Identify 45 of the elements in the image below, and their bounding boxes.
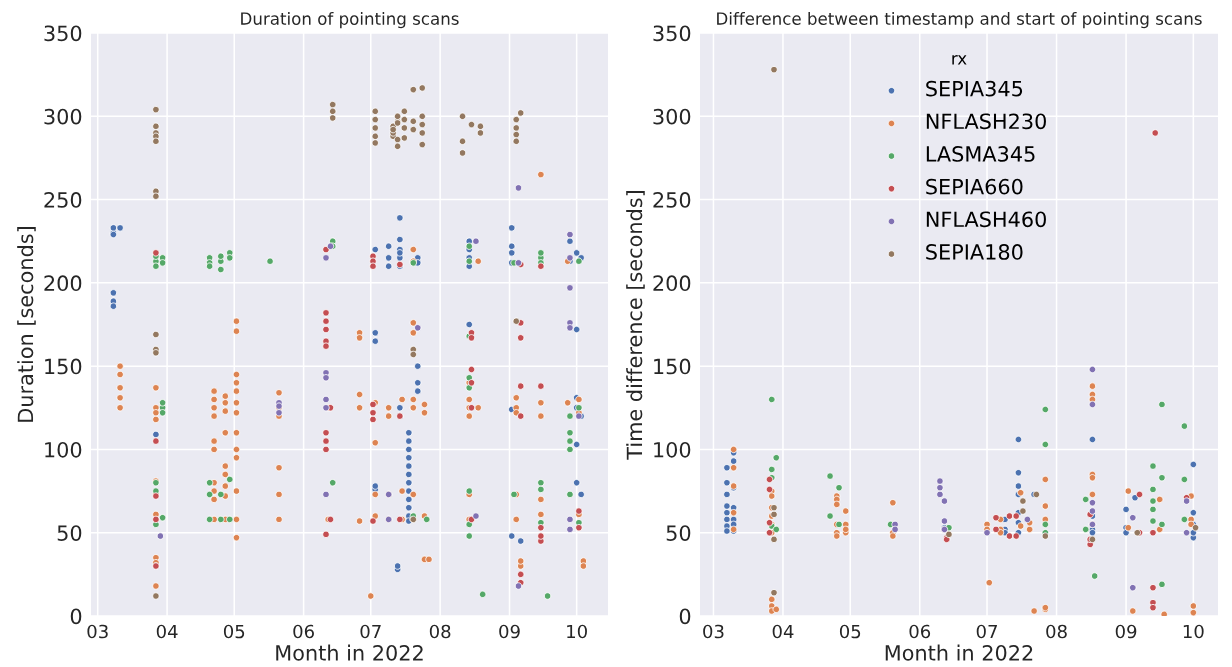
x-axis-title: Month in 2022 [885, 644, 1033, 661]
y-tick-label: 50 [666, 525, 691, 541]
legend-label: SEPIA345 [926, 80, 1023, 97]
y-tick-label: 0 [70, 608, 82, 625]
y-tick-label: 50 [57, 525, 82, 541]
y-tick-label: 350 [44, 25, 82, 42]
legend-label: SEPIA660 [926, 178, 1023, 195]
x-tick-label: 05 [839, 624, 861, 639]
y-axis-title: Time difference [seconds] [626, 191, 645, 460]
y-tick-label: 0 [679, 608, 691, 625]
x-tick-label: 07 [360, 624, 381, 639]
x-axis-title: Month in 2022 [276, 644, 423, 661]
chart-title: Difference between timestamp and start of pointing scans [717, 12, 1202, 29]
x-tick-label: 06 [909, 624, 931, 639]
legend-label: LASMA345 [926, 146, 1035, 162]
y-tick-label: 250 [653, 192, 691, 208]
x-tick-label: 08 [1046, 624, 1067, 639]
x-tick-label: 10 [1183, 624, 1204, 639]
legend-title: rx [952, 55, 967, 65]
y-tick-label: 150 [654, 358, 691, 375]
y-tick-label: 100 [45, 441, 82, 458]
x-tick-label: 03 [87, 624, 108, 639]
y-tick-label: 300 [44, 108, 82, 125]
y-tick-label: 200 [653, 275, 691, 292]
y-axis-title: Duration [seconds] [17, 227, 36, 422]
legend-label: NFLASH230 [926, 113, 1046, 130]
x-tick-label: 07 [976, 624, 997, 639]
legend-label: NFLASH460 [926, 211, 1046, 228]
x-tick-label: 06 [293, 624, 314, 639]
y-tick-label: 350 [653, 25, 691, 42]
y-tick-label: 250 [44, 192, 82, 208]
chart-title: Duration of pointing scans [241, 12, 459, 29]
x-tick-label: 10 [567, 624, 587, 639]
x-tick-label: 09 [1115, 624, 1137, 639]
x-tick-label: 04 [772, 624, 794, 639]
y-tick-label: 300 [653, 108, 691, 125]
x-tick-label: 03 [703, 624, 724, 639]
x-tick-label: 09 [499, 624, 520, 639]
y-tick-label: 100 [654, 441, 691, 458]
legend-label: SEPIA180 [926, 244, 1023, 260]
y-tick-label: 200 [44, 275, 82, 292]
x-tick-label: 08 [429, 624, 451, 639]
x-tick-label: 04 [156, 624, 178, 639]
y-tick-label: 150 [45, 358, 82, 375]
x-tick-label: 05 [223, 624, 245, 639]
